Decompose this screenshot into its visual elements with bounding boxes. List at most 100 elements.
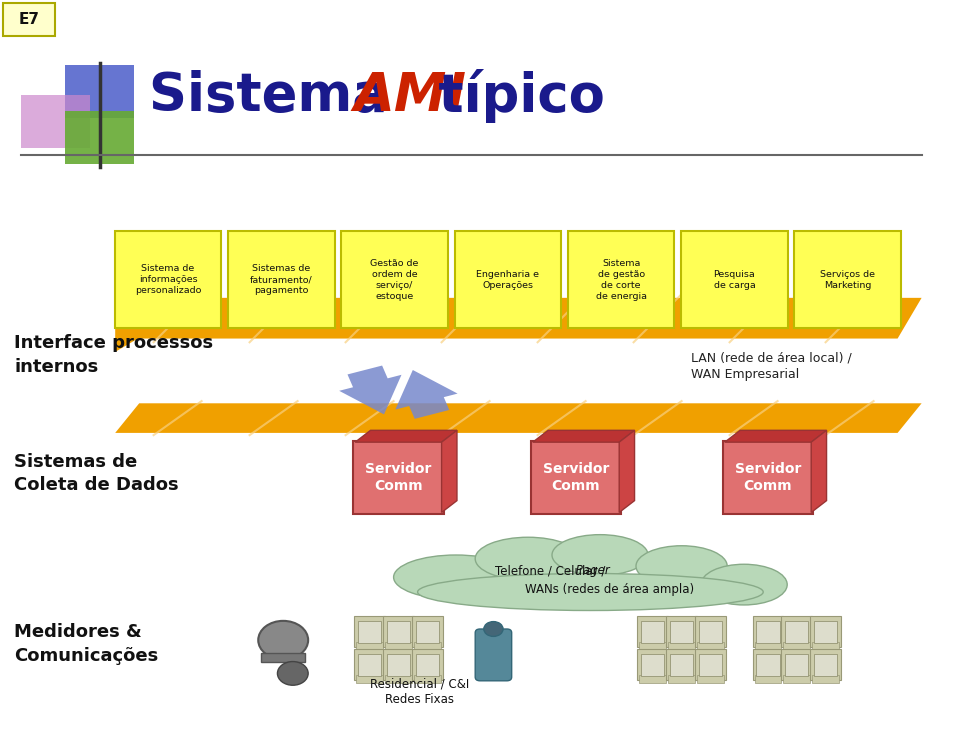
FancyBboxPatch shape <box>666 649 697 681</box>
Bar <box>414 675 441 682</box>
FancyBboxPatch shape <box>670 654 693 676</box>
Bar <box>783 675 810 682</box>
Circle shape <box>484 622 503 636</box>
Polygon shape <box>115 403 922 433</box>
Bar <box>639 642 666 650</box>
FancyBboxPatch shape <box>756 621 780 642</box>
Polygon shape <box>725 431 827 443</box>
FancyBboxPatch shape <box>670 621 693 642</box>
FancyBboxPatch shape <box>641 654 664 676</box>
FancyBboxPatch shape <box>383 649 414 681</box>
Bar <box>812 675 839 682</box>
FancyBboxPatch shape <box>781 616 812 647</box>
Text: Telefone / Celular /: Telefone / Celular / <box>495 564 610 577</box>
Text: Sistema
de gestão
de corte
de energia: Sistema de gestão de corte de energia <box>595 258 647 301</box>
FancyBboxPatch shape <box>785 621 808 642</box>
Text: Pager: Pager <box>497 564 610 577</box>
Text: Servidor
Comm: Servidor Comm <box>365 462 432 493</box>
FancyBboxPatch shape <box>353 441 444 514</box>
Polygon shape <box>619 431 635 513</box>
Polygon shape <box>355 431 457 443</box>
Bar <box>385 675 412 682</box>
Bar <box>65 111 134 164</box>
FancyBboxPatch shape <box>387 621 410 642</box>
FancyBboxPatch shape <box>358 621 381 642</box>
Bar <box>385 642 412 650</box>
FancyBboxPatch shape <box>666 616 697 647</box>
Bar <box>356 675 383 682</box>
FancyBboxPatch shape <box>115 231 221 329</box>
Ellipse shape <box>701 565 787 605</box>
Polygon shape <box>533 431 635 443</box>
Text: Medidores &
Comunicações: Medidores & Comunicações <box>14 623 158 665</box>
FancyBboxPatch shape <box>354 649 385 681</box>
Ellipse shape <box>552 534 648 576</box>
Polygon shape <box>396 370 458 419</box>
Bar <box>697 675 724 682</box>
Text: LAN (rede de área local) /
WAN Empresarial: LAN (rede de área local) / WAN Empresari… <box>691 352 852 381</box>
Bar <box>65 65 134 118</box>
Ellipse shape <box>475 537 581 580</box>
FancyBboxPatch shape <box>814 621 837 642</box>
FancyBboxPatch shape <box>387 654 410 676</box>
Text: Sistema: Sistema <box>149 70 406 122</box>
Bar <box>414 642 441 650</box>
Polygon shape <box>115 298 922 339</box>
Polygon shape <box>115 285 173 352</box>
FancyBboxPatch shape <box>354 616 385 647</box>
FancyBboxPatch shape <box>383 616 414 647</box>
FancyBboxPatch shape <box>753 616 783 647</box>
FancyBboxPatch shape <box>695 649 726 681</box>
Text: E7: E7 <box>18 12 39 27</box>
Text: AMI: AMI <box>353 70 467 122</box>
Text: Serviços de
Marketing: Serviços de Marketing <box>820 269 876 290</box>
Bar <box>261 653 305 662</box>
FancyBboxPatch shape <box>412 616 443 647</box>
Bar <box>668 675 695 682</box>
Bar <box>21 95 90 148</box>
FancyBboxPatch shape <box>810 649 841 681</box>
Text: Gestão de
ordem de
serviço/
estoque: Gestão de ordem de serviço/ estoque <box>371 258 419 301</box>
Text: Engenharia e
Operações: Engenharia e Operações <box>476 269 540 290</box>
Text: Sistema de
informações
personalizado: Sistema de informações personalizado <box>134 264 202 295</box>
FancyBboxPatch shape <box>416 654 439 676</box>
Text: Residencial / C&I
Redes Fixas: Residencial / C&I Redes Fixas <box>370 678 469 706</box>
Bar <box>697 642 724 650</box>
FancyBboxPatch shape <box>637 649 668 681</box>
Circle shape <box>258 621 308 659</box>
FancyBboxPatch shape <box>455 231 561 329</box>
FancyBboxPatch shape <box>699 654 722 676</box>
FancyBboxPatch shape <box>228 231 334 329</box>
Bar <box>755 675 781 682</box>
Ellipse shape <box>394 555 518 599</box>
Text: Sistemas de
Coleta de Dados: Sistemas de Coleta de Dados <box>14 453 179 494</box>
Text: Sistemas de
faturamento/
pagamento: Sistemas de faturamento/ pagamento <box>250 264 313 295</box>
Text: Servidor
Comm: Servidor Comm <box>734 462 802 493</box>
Polygon shape <box>442 431 457 513</box>
FancyBboxPatch shape <box>568 231 674 329</box>
FancyBboxPatch shape <box>416 621 439 642</box>
FancyBboxPatch shape <box>475 629 512 681</box>
Polygon shape <box>811 431 827 513</box>
FancyBboxPatch shape <box>531 441 621 514</box>
FancyBboxPatch shape <box>682 231 787 329</box>
Ellipse shape <box>418 574 763 610</box>
FancyBboxPatch shape <box>3 3 55 36</box>
Ellipse shape <box>636 546 728 586</box>
Circle shape <box>277 662 308 685</box>
FancyBboxPatch shape <box>699 621 722 642</box>
FancyBboxPatch shape <box>785 654 808 676</box>
FancyBboxPatch shape <box>795 231 900 329</box>
FancyBboxPatch shape <box>637 616 668 647</box>
FancyBboxPatch shape <box>342 231 447 329</box>
Polygon shape <box>339 366 401 414</box>
Text: típico: típico <box>420 70 605 123</box>
FancyBboxPatch shape <box>781 649 812 681</box>
Bar <box>812 642 839 650</box>
Text: Pesquisa
de carga: Pesquisa de carga <box>713 269 756 290</box>
Text: Interface processos
internos: Interface processos internos <box>14 334 213 376</box>
Text: Servidor
Comm: Servidor Comm <box>542 462 610 493</box>
FancyBboxPatch shape <box>723 441 813 514</box>
Bar <box>356 642 383 650</box>
Bar <box>668 642 695 650</box>
